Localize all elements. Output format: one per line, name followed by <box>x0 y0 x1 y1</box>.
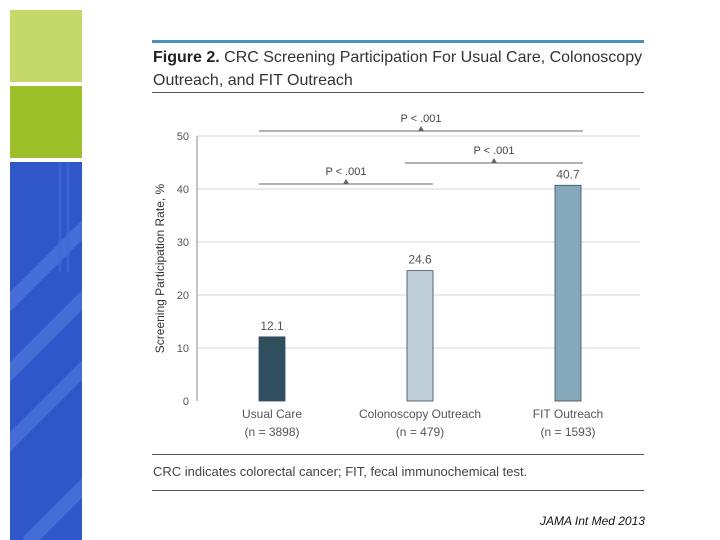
y-tick-label: 0 <box>183 396 189 408</box>
category-n-label: (n = 1593) <box>540 425 595 439</box>
significance-marker <box>491 158 497 163</box>
y-tick-label: 50 <box>177 131 189 143</box>
figure-top-rule <box>152 40 644 43</box>
decorative-blue-panel <box>10 162 82 540</box>
figure-title-text: CRC Screening Participation For Usual Ca… <box>153 49 643 89</box>
y-tick-label: 10 <box>177 343 189 355</box>
p-value-label: P < .001 <box>400 113 441 125</box>
figure-title: Figure 2. CRC Screening Participation Fo… <box>153 46 643 92</box>
bar <box>406 270 434 402</box>
figure-title-rule <box>152 92 644 93</box>
y-tick-label: 30 <box>177 237 189 249</box>
significance-marker <box>418 126 424 131</box>
caption-bottom-rule <box>152 490 644 491</box>
decorative-green-block-dark <box>10 86 82 158</box>
bar-value-label: 24.6 <box>408 253 432 267</box>
decorative-stripes-graphic <box>10 162 82 540</box>
figure-caption: CRC indicates colorectal cancer; FIT, fe… <box>153 464 528 479</box>
category-label: Colonoscopy Outreach <box>359 407 481 421</box>
bar-value-label: 12.1 <box>260 319 284 333</box>
bar <box>554 184 582 402</box>
y-tick-label: 20 <box>177 290 189 302</box>
category-n-label: (n = 3898) <box>244 425 299 439</box>
figure-number: Figure 2. <box>153 49 220 66</box>
significance-marker <box>343 179 349 184</box>
bar-value-label: 40.7 <box>556 167 580 181</box>
category-label: Usual Care <box>242 407 302 421</box>
y-tick-label: 40 <box>177 184 189 196</box>
p-value-label: P < .001 <box>325 166 366 178</box>
caption-top-rule <box>152 454 644 455</box>
category-label: FIT Outreach <box>533 407 603 421</box>
category-n-label: (n = 479) <box>396 425 444 439</box>
source-citation: JAMA Int Med 2013 <box>540 514 645 528</box>
p-value-label: P < .001 <box>473 145 514 157</box>
bar <box>258 336 286 402</box>
decorative-green-block <box>10 10 82 82</box>
y-axis-label: Screening Participation Rate, % <box>153 183 167 353</box>
